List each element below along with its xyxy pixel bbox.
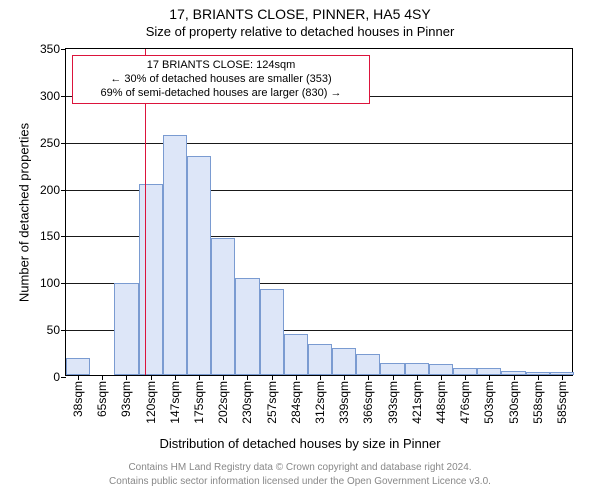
xtick-label: 175sqm [192, 381, 206, 424]
xtick-mark [417, 375, 418, 380]
xtick-label: 202sqm [216, 381, 230, 424]
histogram-bar [211, 238, 235, 375]
histogram-bar [380, 363, 404, 375]
xtick-mark [175, 375, 176, 380]
histogram-bar [139, 184, 163, 375]
xtick-label: 93sqm [119, 381, 133, 417]
xtick-mark [296, 375, 297, 380]
xtick-label: 530sqm [507, 381, 521, 424]
xtick-mark [489, 375, 490, 380]
xtick-mark [441, 375, 442, 380]
ytick-label: 50 [47, 323, 60, 337]
histogram-bar [114, 283, 138, 375]
xtick-mark [126, 375, 127, 380]
ytick-mark [61, 190, 66, 191]
xtick-mark [393, 375, 394, 380]
histogram-bar [308, 344, 332, 375]
ytick-mark [61, 377, 66, 378]
xtick-label: 558sqm [531, 381, 545, 424]
histogram-bar [284, 334, 308, 375]
xtick-mark [344, 375, 345, 380]
xtick-label: 585sqm [555, 381, 569, 424]
xtick-label: 120sqm [144, 381, 158, 424]
ytick-mark [61, 330, 66, 331]
ytick-label: 200 [40, 183, 60, 197]
xtick-mark [247, 375, 248, 380]
ytick-mark [61, 143, 66, 144]
xtick-mark [562, 375, 563, 380]
ytick-label: 100 [40, 276, 60, 290]
histogram-bar [453, 368, 477, 375]
histogram-bar [163, 135, 187, 375]
histogram-bar [429, 364, 453, 375]
chart-title-line1: 17, BRIANTS CLOSE, PINNER, HA5 4SY [0, 6, 600, 22]
gridline [66, 143, 572, 144]
histogram-chart: 05010015020025030035038sqm65sqm93sqm120s… [65, 48, 573, 376]
chart-title-line2: Size of property relative to detached ho… [0, 24, 600, 39]
histogram-bar [405, 363, 429, 375]
histogram-bar [356, 354, 380, 375]
xtick-label: 230sqm [240, 381, 254, 424]
xtick-label: 38sqm [71, 381, 85, 417]
footer-line2: Contains public sector information licen… [0, 476, 600, 487]
ytick-mark [61, 96, 66, 97]
xtick-label: 339sqm [337, 381, 351, 424]
xtick-mark [151, 375, 152, 380]
ytick-mark [61, 283, 66, 284]
ytick-label: 300 [40, 89, 60, 103]
ytick-mark [61, 49, 66, 50]
histogram-bar [187, 156, 211, 375]
xtick-mark [538, 375, 539, 380]
ytick-label: 350 [40, 42, 60, 56]
footer-line1: Contains HM Land Registry data © Crown c… [0, 462, 600, 473]
xtick-label: 147sqm [168, 381, 182, 424]
histogram-bar [332, 348, 356, 375]
xtick-mark [199, 375, 200, 380]
ytick-label: 150 [40, 229, 60, 243]
annotation-line: ← 30% of detached houses are smaller (35… [79, 73, 363, 87]
histogram-bar [260, 289, 284, 375]
annotation-line: 17 BRIANTS CLOSE: 124sqm [79, 59, 363, 73]
xtick-mark [223, 375, 224, 380]
y-axis-label: Number of detached properties [17, 113, 32, 313]
xtick-label: 65sqm [95, 381, 109, 417]
histogram-bar [477, 368, 501, 375]
xtick-label: 476sqm [458, 381, 472, 424]
ytick-mark [61, 236, 66, 237]
xtick-label: 448sqm [434, 381, 448, 424]
xtick-mark [514, 375, 515, 380]
xtick-label: 503sqm [482, 381, 496, 424]
histogram-bar [66, 358, 90, 375]
xtick-label: 284sqm [289, 381, 303, 424]
annotation-line: 69% of semi-detached houses are larger (… [79, 87, 363, 101]
ytick-label: 250 [40, 136, 60, 150]
ytick-label: 0 [53, 370, 60, 384]
annotation-box: 17 BRIANTS CLOSE: 124sqm← 30% of detache… [72, 55, 370, 104]
xtick-mark [465, 375, 466, 380]
x-axis-label: Distribution of detached houses by size … [0, 436, 600, 451]
xtick-label: 312sqm [313, 381, 327, 424]
xtick-mark [78, 375, 79, 380]
histogram-bar [235, 278, 259, 375]
xtick-mark [102, 375, 103, 380]
xtick-label: 421sqm [410, 381, 424, 424]
xtick-mark [368, 375, 369, 380]
xtick-label: 366sqm [361, 381, 375, 424]
xtick-label: 257sqm [265, 381, 279, 424]
xtick-mark [272, 375, 273, 380]
xtick-label: 393sqm [386, 381, 400, 424]
xtick-mark [320, 375, 321, 380]
